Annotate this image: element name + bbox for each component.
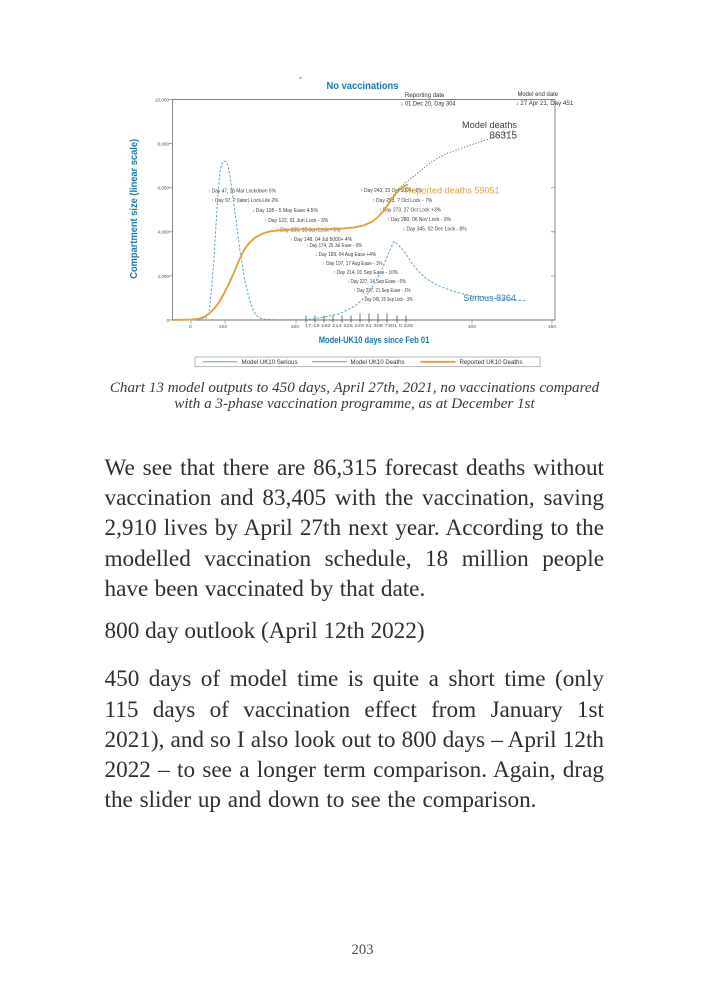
- svg-text:Model UK10 Deaths: Model UK10 Deaths: [351, 359, 405, 366]
- svg-text:Reporting date: Reporting date: [405, 92, 445, 99]
- svg-text:0: 0: [189, 324, 192, 330]
- svg-text:2,000: 2,000: [158, 274, 170, 279]
- svg-text:↑ Day 136, 15 Jun Lock - 9%: ↑ Day 136, 15 Jun Lock - 9%: [276, 228, 341, 234]
- svg-text:Reported deaths 59051: Reported deaths 59051: [405, 186, 500, 197]
- svg-text:17-19 162 214 225 229 81 308 7: 17-19 162 214 225 229 81 308 7301 0 335: [305, 323, 413, 329]
- svg-text:200: 200: [291, 324, 299, 330]
- svg-text:0: 0: [166, 318, 169, 323]
- svg-text:↑ Day 243, 23 Oct 5000+ 1%: ↑ Day 243, 23 Oct 5000+ 1%: [360, 188, 423, 194]
- svg-text:Model UK10 Serious: Model UK10 Serious: [242, 359, 298, 366]
- svg-text:↑ Day 122, 01 Jun Lock - 3%: ↑ Day 122, 01 Jun Lock - 3%: [264, 218, 329, 224]
- svg-text:Serious 8364: Serious 8364: [463, 293, 516, 303]
- svg-text:↑ Day 174, 25 Jul Ease - 6%: ↑ Day 174, 25 Jul Ease - 6%: [306, 243, 362, 249]
- svg-text:450: 450: [548, 324, 556, 330]
- svg-text:↓ Day 345, 02 Dec Lock - 8%: ↓ Day 345, 02 Dec Lock - 8%: [403, 227, 468, 233]
- svg-text:↑ Day 280, 06 Nov Lock - 9%: ↑ Day 280, 06 Nov Lock - 9%: [387, 217, 452, 223]
- svg-text:6,000: 6,000: [158, 186, 170, 191]
- svg-text:8,000: 8,000: [158, 142, 170, 147]
- svg-text:↓ Day 105 - 5 May Ease 4.5%: ↓ Day 105 - 5 May Ease 4.5%: [252, 208, 319, 214]
- svg-text:Model end date: Model end date: [518, 91, 559, 98]
- svg-text:Compartment size (linear scale: Compartment size (linear scale): [129, 139, 140, 279]
- svg-text:Reported UK10 Deaths: Reported UK10 Deaths: [460, 359, 523, 366]
- svg-text:↑ Day 237, 21 Sep Ease - 1%: ↑ Day 237, 21 Sep Ease - 1%: [354, 288, 411, 294]
- svg-text:↓ Day 227, 14 Sep Ease - 5%: ↓ Day 227, 14 Sep Ease - 5%: [347, 279, 406, 285]
- svg-text:↑ Day 249, 26 Sep Lock - 3%: ↑ Day 249, 26 Sep Lock - 3%: [362, 297, 413, 303]
- svg-text:↑ Day 148, 04 Jul 5000+ 4%: ↑ Day 148, 04 Jul 5000+ 4%: [290, 237, 353, 243]
- svg-text:↓ Day 189, 04 Aug Ease +4%: ↓ Day 189, 04 Aug Ease +4%: [315, 252, 377, 258]
- svg-text:↑ Day 253, ? Oct Lock - 7%: ↑ Day 253, ? Oct Lock - 7%: [372, 198, 433, 204]
- svg-text:No vaccinations: No vaccinations: [326, 81, 398, 92]
- svg-text:↑ Day 197, 17 Aug Ease - 1%: ↑ Day 197, 17 Aug Ease - 1%: [323, 261, 383, 267]
- svg-text:4,000: 4,000: [158, 230, 170, 235]
- svg-text:10,000: 10,000: [155, 97, 169, 102]
- svg-text:↓ 01 Dec 20, Day 304: ↓ 01 Dec 20, Day 304: [401, 101, 457, 108]
- svg-text:Model deaths: Model deaths: [462, 120, 517, 131]
- svg-text:↑ Day 214, 01 Sep Ease - 10%: ↑ Day 214, 01 Sep Ease - 10%: [333, 270, 399, 276]
- svg-text:↑ Day 273, 27 Oct Lock +3%: ↑ Day 273, 27 Oct Lock +3%: [379, 207, 442, 213]
- svg-text:86315: 86315: [490, 131, 518, 142]
- svg-text:↓ 27 Apr 21, Day 451: ↓ 27 Apr 21, Day 451: [516, 100, 574, 107]
- svg-text:Model-UK10 days since Feb 01: Model-UK10 days since Feb 01: [319, 335, 430, 346]
- svg-text:428: 428: [219, 324, 227, 330]
- svg-text:↑ Day 47, 16 Mar Lockdown 5%: ↑ Day 47, 16 Mar Lockdown 5%: [208, 189, 277, 195]
- svg-text:400: 400: [468, 324, 476, 330]
- svg-text:↑ Day 97, ? (later) Lock-Lite: ↑ Day 97, ? (later) Lock-Lite 2%: [211, 198, 279, 204]
